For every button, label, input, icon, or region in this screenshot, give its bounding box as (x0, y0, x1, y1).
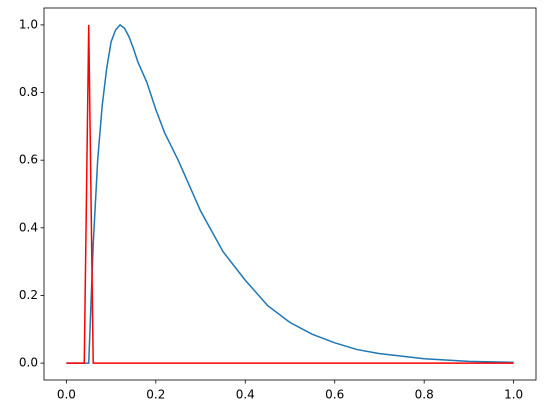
y-tick-label: 0.4 (19, 220, 38, 234)
y-tick-label: 0.0 (19, 356, 38, 370)
y-tick-label: 0.8 (19, 85, 38, 99)
x-tick-label: 0.2 (146, 388, 165, 402)
x-tick-label: 0.6 (325, 388, 344, 402)
x-tick-label: 1.0 (504, 388, 523, 402)
y-tick-label: 0.6 (19, 153, 38, 167)
x-tick-label: 0.4 (236, 388, 255, 402)
y-tick-label: 0.2 (19, 288, 38, 302)
line-series (66, 24, 514, 364)
x-tick-label: 0.8 (415, 388, 434, 402)
x-tick-label: 0.0 (57, 388, 76, 402)
plot-frame (43, 7, 537, 381)
y-tick-label: 1.0 (19, 17, 38, 31)
line-series (66, 23, 514, 364)
